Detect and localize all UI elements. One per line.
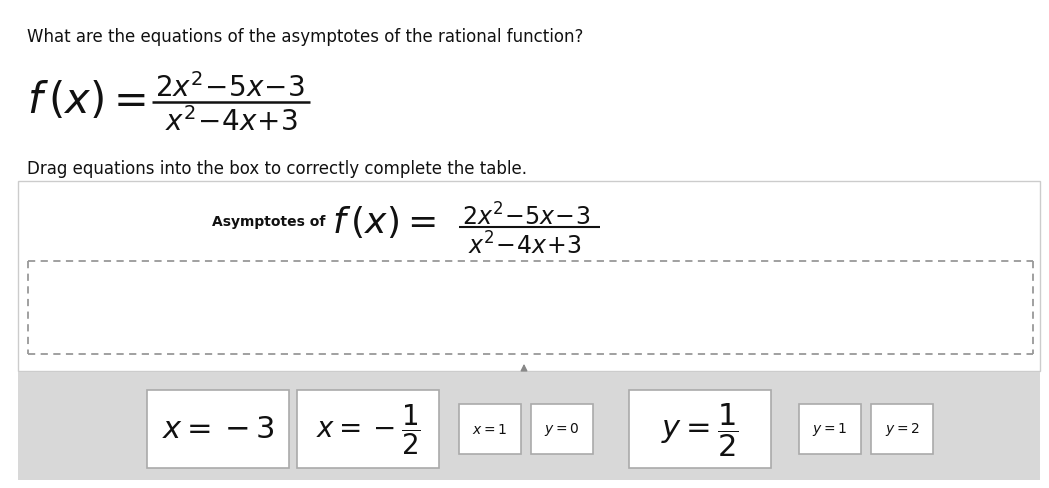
Text: $x^2\!-\!4x\!+\!3$: $x^2\!-\!4x\!+\!3$ [165,107,298,137]
Text: $x=-\dfrac{1}{2}$: $x=-\dfrac{1}{2}$ [316,402,421,456]
FancyBboxPatch shape [18,372,1040,480]
Text: $2x^2\!-\!5x\!-\!3$: $2x^2\!-\!5x\!-\!3$ [155,73,305,102]
Text: $x=1$: $x=1$ [472,422,508,436]
Text: $2x^2\!-\!5x\!-\!3$: $2x^2\!-\!5x\!-\!3$ [462,203,591,230]
Text: What are the equations of the asymptotes of the rational function?: What are the equations of the asymptotes… [27,28,583,46]
Text: $y=2$: $y=2$ [884,421,920,438]
Text: $y=\dfrac{1}{2}$: $y=\dfrac{1}{2}$ [661,401,738,458]
Text: $f\,(x) =$: $f\,(x) =$ [331,203,435,240]
FancyBboxPatch shape [629,390,771,468]
FancyBboxPatch shape [147,390,290,468]
Text: $x=-3$: $x=-3$ [162,415,275,443]
Text: $y=1$: $y=1$ [812,421,848,438]
Text: $f\,(x) =$: $f\,(x) =$ [27,80,146,122]
FancyBboxPatch shape [871,404,933,454]
FancyBboxPatch shape [531,404,593,454]
Text: Asymptotes of: Asymptotes of [212,215,325,228]
FancyBboxPatch shape [18,182,1040,371]
Text: $x^2\!-\!4x\!+\!3$: $x^2\!-\!4x\!+\!3$ [468,231,582,259]
FancyBboxPatch shape [297,390,438,468]
Text: $y=0$: $y=0$ [544,421,580,438]
Text: Drag equations into the box to correctly complete the table.: Drag equations into the box to correctly… [27,160,527,178]
FancyBboxPatch shape [459,404,521,454]
FancyBboxPatch shape [799,404,861,454]
